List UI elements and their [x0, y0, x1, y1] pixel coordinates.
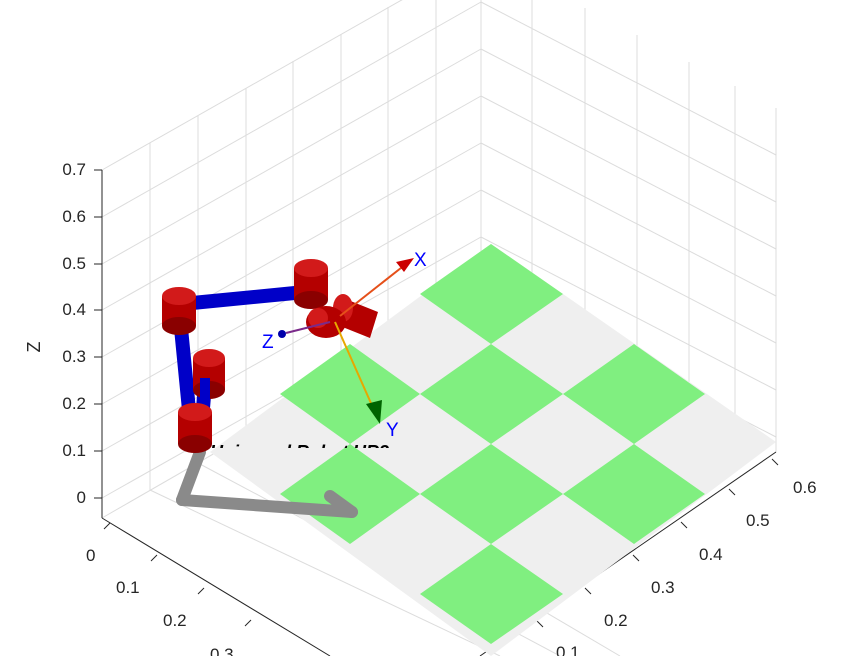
right-tick-label: 0.4 [699, 545, 723, 564]
right-tick-label: 0.1 [556, 643, 580, 656]
tool-frame: X Y Z [262, 250, 427, 441]
joint-base [178, 403, 212, 453]
floor-tile-green [420, 544, 563, 644]
joint-elbow [162, 287, 196, 335]
right-tick-label: 0.6 [793, 478, 817, 497]
tool-frame-x-arrow [339, 258, 414, 317]
tool-frame-x-label: X [414, 250, 427, 271]
z-tick-label: 0.3 [62, 347, 86, 366]
tool-frame-y-label: Y [386, 420, 399, 441]
right-tick-marks [536, 458, 779, 628]
z-tick-label: 0.2 [62, 394, 86, 413]
left-tick-label: 0 [86, 546, 95, 565]
z-tick-label: 0 [77, 488, 86, 507]
tool-frame-z-label: Z [262, 332, 274, 353]
right-tick-label: 0.2 [604, 611, 628, 630]
z-tick-label: 0.7 [62, 160, 86, 179]
tool-frame-z-arrow [278, 321, 331, 338]
joint-shoulder [193, 349, 225, 400]
robot-name-label: Universal Robot UR3 [210, 442, 389, 462]
floor-tile-green [420, 244, 563, 344]
z-tick-marks [94, 169, 102, 499]
floor-tile-green [563, 344, 705, 444]
left-tick-label: 0.1 [116, 578, 140, 597]
robot-base [176, 446, 358, 518]
floor-tile-green [563, 444, 705, 544]
z-tick-labels: 0 0.1 0.2 0.3 0.4 0.5 0.6 0.7 [62, 160, 86, 507]
z-axis-label: Z [24, 342, 44, 353]
floor-tile-green [280, 344, 420, 444]
floor-tile-green [420, 344, 563, 444]
floor-checkerboard [210, 244, 776, 656]
left-tick-labels: 0 0.1 0.2 0.3 [86, 546, 234, 656]
tool-frame-y-arrow [334, 321, 382, 424]
z-tick-label: 0.1 [62, 441, 86, 460]
right-tick-label: 0.3 [651, 578, 675, 597]
joint-wrist-1 [294, 259, 328, 309]
axes-grid [101, 0, 777, 656]
floor-tile-green [280, 444, 420, 544]
right-tick-label: 0.5 [746, 511, 770, 530]
left-tick-label: 0.3 [210, 645, 234, 656]
left-tick-marks [103, 522, 252, 627]
z-tick-label: 0.5 [62, 254, 86, 273]
floor-tile-green [420, 444, 563, 544]
link-lower-arm [173, 311, 197, 427]
left-tick-label: 0.2 [163, 611, 187, 630]
right-tick-labels: 0.1 0.2 0.3 0.4 0.5 0.6 [556, 478, 817, 656]
z-tick-label: 0.6 [62, 207, 86, 226]
z-tick-label: 0.4 [62, 300, 86, 319]
robot-joints [162, 259, 378, 453]
link-upper-arm [175, 285, 312, 311]
